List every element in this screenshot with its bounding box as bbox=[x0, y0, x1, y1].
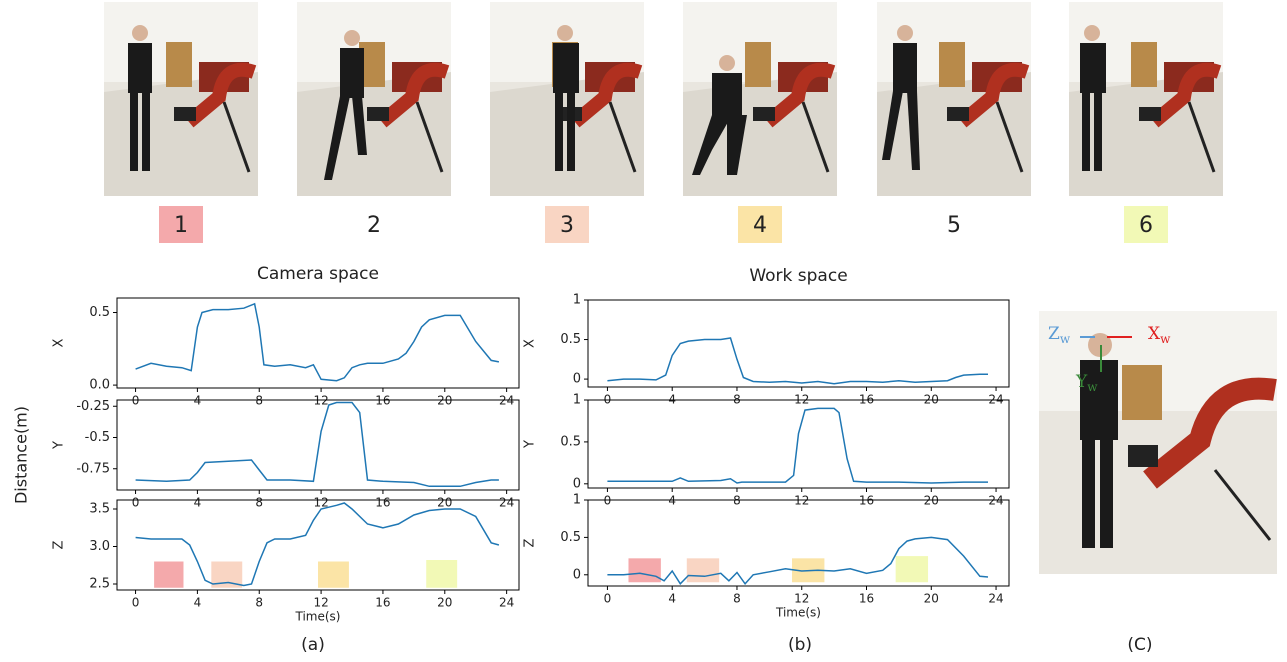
frame-label: 2 bbox=[367, 213, 381, 238]
y-axis-title: Z bbox=[523, 538, 538, 547]
x-tick-label: 4 bbox=[668, 592, 676, 606]
axis-letter: Y bbox=[1075, 372, 1088, 392]
y-tick-label: 0.0 bbox=[89, 378, 110, 393]
x-tick-label: 20 bbox=[437, 596, 452, 610]
x-tick-label: 4 bbox=[194, 496, 202, 510]
x-tick-label: 24 bbox=[988, 592, 1003, 606]
highlight bbox=[896, 556, 928, 582]
figure: 123456Distance(m)(a)(b)(C)ZwXwYw04812162… bbox=[0, 0, 1287, 662]
x-tick-label: 4 bbox=[194, 596, 202, 610]
frame-label: 5 bbox=[947, 213, 961, 238]
frame-label: 6 bbox=[1139, 213, 1153, 238]
axis-subscript: w bbox=[1060, 332, 1071, 346]
axis-letter: Z bbox=[1048, 324, 1060, 344]
frame-label: 4 bbox=[753, 213, 767, 238]
y-tick-label: 1 bbox=[573, 493, 581, 508]
y-tick-label: 0.5 bbox=[89, 305, 110, 320]
data-line bbox=[607, 338, 988, 384]
chart-title: Camera space bbox=[257, 264, 379, 284]
y-tick-label: 1 bbox=[573, 293, 581, 308]
y-axis-title: Y bbox=[52, 441, 67, 450]
y-axis-title: X bbox=[52, 338, 67, 347]
x-tick-label: 12 bbox=[313, 596, 328, 610]
plot-frame bbox=[588, 300, 1009, 387]
y-tick-label: -0.5 bbox=[85, 430, 110, 445]
y-axis-title: Y bbox=[523, 440, 538, 449]
highlight bbox=[318, 562, 349, 588]
x-tick-label: 24 bbox=[499, 496, 514, 510]
axis-subscript: w bbox=[1087, 380, 1098, 394]
x-tick-label: 8 bbox=[255, 496, 263, 510]
y-tick-label: 0 bbox=[573, 567, 581, 582]
x-tick-label: 20 bbox=[437, 496, 452, 510]
x-tick-label: 8 bbox=[255, 596, 263, 610]
photo bbox=[1069, 2, 1223, 196]
chart-title: Work space bbox=[749, 266, 847, 286]
highlight bbox=[426, 560, 457, 588]
x-axis-title: Time(s) bbox=[775, 606, 821, 620]
y-tick-label: 3.0 bbox=[89, 539, 110, 554]
highlight bbox=[154, 562, 183, 588]
frame-label: 1 bbox=[174, 213, 188, 238]
axis-subscript: w bbox=[1160, 332, 1171, 346]
data-line bbox=[136, 403, 499, 487]
x-tick-label: 0 bbox=[132, 596, 140, 610]
y-tick-label: 3.5 bbox=[89, 502, 110, 517]
photo bbox=[104, 2, 258, 196]
x-tick-label: 16 bbox=[375, 496, 390, 510]
y-tick-label: -0.75 bbox=[76, 461, 110, 476]
frame-label: 3 bbox=[560, 213, 574, 238]
data-line bbox=[607, 408, 988, 483]
plot-frame bbox=[588, 400, 1009, 488]
y-tick-label: 0.5 bbox=[560, 434, 581, 449]
x-tick-label: 0 bbox=[132, 496, 140, 510]
figure-canvas: 123456Distance(m)(a)(b)(C)ZwXwYw04812162… bbox=[0, 0, 1287, 662]
caption: (b) bbox=[788, 635, 812, 655]
y-tick-label: -0.25 bbox=[76, 399, 110, 414]
x-tick-label: 20 bbox=[924, 592, 939, 606]
y-tick-label: 2.5 bbox=[89, 577, 110, 592]
y-tick-label: 0.5 bbox=[560, 530, 581, 545]
y-tick-label: 0 bbox=[573, 476, 581, 491]
y-axis-label: Distance(m) bbox=[12, 406, 31, 504]
caption: (a) bbox=[301, 635, 325, 655]
highlight bbox=[687, 558, 719, 582]
y-axis-title: X bbox=[523, 339, 538, 348]
x-tick-label: 24 bbox=[499, 596, 514, 610]
workspace-photo bbox=[1039, 311, 1277, 574]
caption: (C) bbox=[1127, 635, 1152, 655]
photo bbox=[490, 2, 644, 196]
x-tick-label: 16 bbox=[859, 592, 874, 606]
y-tick-label: 0 bbox=[573, 372, 581, 387]
y-tick-label: 0.5 bbox=[560, 332, 581, 347]
data-line bbox=[136, 304, 499, 381]
y-axis-title: Z bbox=[52, 540, 67, 549]
photo bbox=[297, 2, 451, 196]
highlight bbox=[628, 558, 660, 582]
x-tick-label: 16 bbox=[375, 596, 390, 610]
plot-frame bbox=[117, 400, 519, 490]
photo bbox=[683, 2, 837, 196]
x-axis-title: Time(s) bbox=[295, 610, 341, 624]
y-tick-label: 1 bbox=[573, 393, 581, 408]
photo bbox=[877, 2, 1031, 196]
x-tick-label: 8 bbox=[733, 592, 741, 606]
axis-letter: X bbox=[1148, 324, 1161, 344]
x-tick-label: 0 bbox=[604, 592, 612, 606]
x-tick-label: 12 bbox=[794, 592, 809, 606]
